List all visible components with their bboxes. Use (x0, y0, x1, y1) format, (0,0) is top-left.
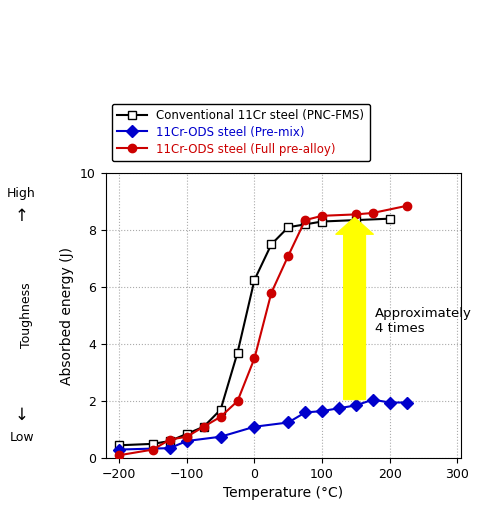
Y-axis label: Absorbed energy (J): Absorbed energy (J) (60, 246, 74, 385)
Legend: Conventional 11Cr steel (PNC-FMS), 11Cr-ODS steel (Pre-mix), 11Cr-ODS steel (Ful: Conventional 11Cr steel (PNC-FMS), 11Cr-… (111, 103, 370, 161)
X-axis label: Temperature (°C): Temperature (°C) (223, 487, 343, 500)
FancyArrow shape (336, 217, 373, 400)
Text: Approximately
4 times: Approximately 4 times (375, 307, 472, 335)
Text: ↑: ↑ (15, 207, 28, 225)
Text: Toughness: Toughness (20, 283, 33, 348)
Text: Low: Low (9, 431, 34, 444)
Text: High: High (7, 187, 36, 200)
Text: ↓: ↓ (15, 406, 28, 424)
